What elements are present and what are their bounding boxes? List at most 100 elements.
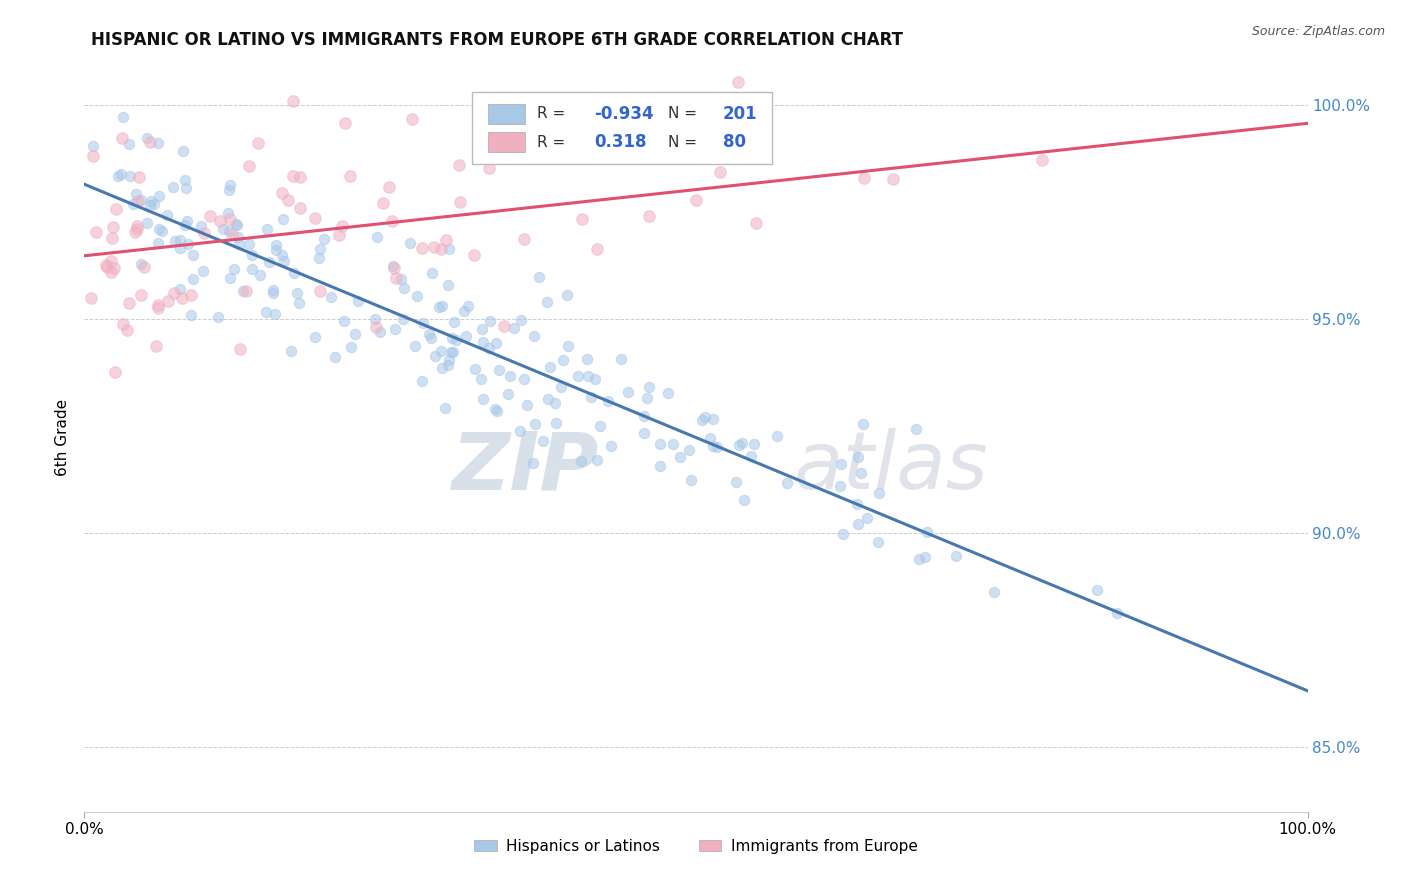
Point: [423, 240, 446, 254]
Point: [228, 343, 250, 357]
Point: [384, 271, 406, 285]
Point: [478, 161, 501, 175]
Point: [235, 284, 257, 298]
Point: [392, 280, 415, 294]
Point: [478, 341, 501, 355]
Point: [138, 136, 160, 150]
Point: [191, 264, 214, 278]
Point: [440, 344, 463, 359]
Point: [174, 181, 197, 195]
Point: [80, 291, 103, 305]
Point: [557, 339, 579, 353]
Point: [304, 329, 326, 343]
Point: [464, 362, 486, 376]
Point: [536, 295, 558, 310]
Point: [657, 385, 679, 400]
Point: [463, 247, 485, 261]
Point: [983, 585, 1005, 599]
Point: [945, 549, 967, 563]
Point: [242, 261, 264, 276]
Point: [499, 369, 522, 384]
Point: [218, 224, 240, 238]
Point: [111, 317, 134, 331]
Point: [145, 339, 167, 353]
Point: [427, 301, 450, 315]
Text: atlas: atlas: [794, 428, 988, 506]
Point: [557, 288, 579, 302]
Point: [281, 94, 304, 108]
Point: [249, 268, 271, 283]
Text: Source: ZipAtlas.com: Source: ZipAtlas.com: [1251, 25, 1385, 38]
Point: [257, 254, 280, 268]
Point: [128, 170, 150, 185]
Point: [550, 379, 572, 393]
Point: [177, 237, 200, 252]
Point: [100, 254, 122, 268]
Point: [513, 372, 536, 386]
Point: [146, 136, 169, 150]
Point: [82, 139, 104, 153]
Point: [368, 325, 391, 339]
Point: [225, 218, 247, 232]
Point: [273, 212, 295, 227]
Point: [430, 344, 453, 359]
Text: 80: 80: [723, 133, 745, 151]
Point: [323, 351, 346, 365]
Point: [163, 285, 186, 300]
Point: [339, 169, 361, 184]
Point: [706, 440, 728, 454]
Point: [218, 178, 240, 192]
Point: [118, 296, 141, 310]
Point: [107, 169, 129, 183]
Point: [238, 236, 260, 251]
Point: [283, 267, 305, 281]
Bar: [488, 104, 524, 124]
Point: [391, 271, 413, 285]
Point: [330, 219, 353, 233]
Point: [731, 435, 754, 450]
Point: [484, 401, 506, 416]
Point: [382, 260, 405, 275]
Point: [636, 391, 658, 405]
Point: [169, 282, 191, 296]
Point: [111, 131, 134, 145]
Point: [662, 436, 685, 450]
Point: [366, 230, 388, 244]
Point: [531, 434, 554, 449]
Point: [502, 320, 524, 334]
Point: [648, 436, 671, 450]
Point: [82, 148, 104, 162]
Point: [522, 456, 544, 470]
Point: [444, 333, 467, 347]
Point: [96, 260, 118, 274]
Point: [523, 417, 546, 431]
Point: [571, 212, 593, 227]
FancyBboxPatch shape: [472, 93, 772, 163]
Point: [218, 183, 240, 197]
Point: [127, 219, 149, 233]
Point: [381, 259, 404, 273]
Point: [849, 467, 872, 481]
Point: [103, 220, 125, 235]
Point: [609, 351, 631, 366]
Point: [290, 169, 312, 184]
Point: [575, 352, 598, 367]
Point: [127, 194, 149, 208]
Point: [118, 136, 141, 151]
Point: [776, 476, 799, 491]
Point: [364, 312, 387, 326]
Point: [271, 186, 294, 200]
Point: [638, 380, 661, 394]
Point: [321, 290, 343, 304]
Point: [129, 193, 152, 207]
Point: [471, 321, 494, 335]
Point: [868, 486, 890, 500]
Point: [129, 288, 152, 302]
Point: [135, 131, 157, 145]
Point: [453, 304, 475, 318]
Point: [332, 313, 354, 327]
Point: [219, 212, 242, 227]
Point: [472, 335, 495, 350]
Point: [121, 196, 143, 211]
Point: [579, 390, 602, 404]
